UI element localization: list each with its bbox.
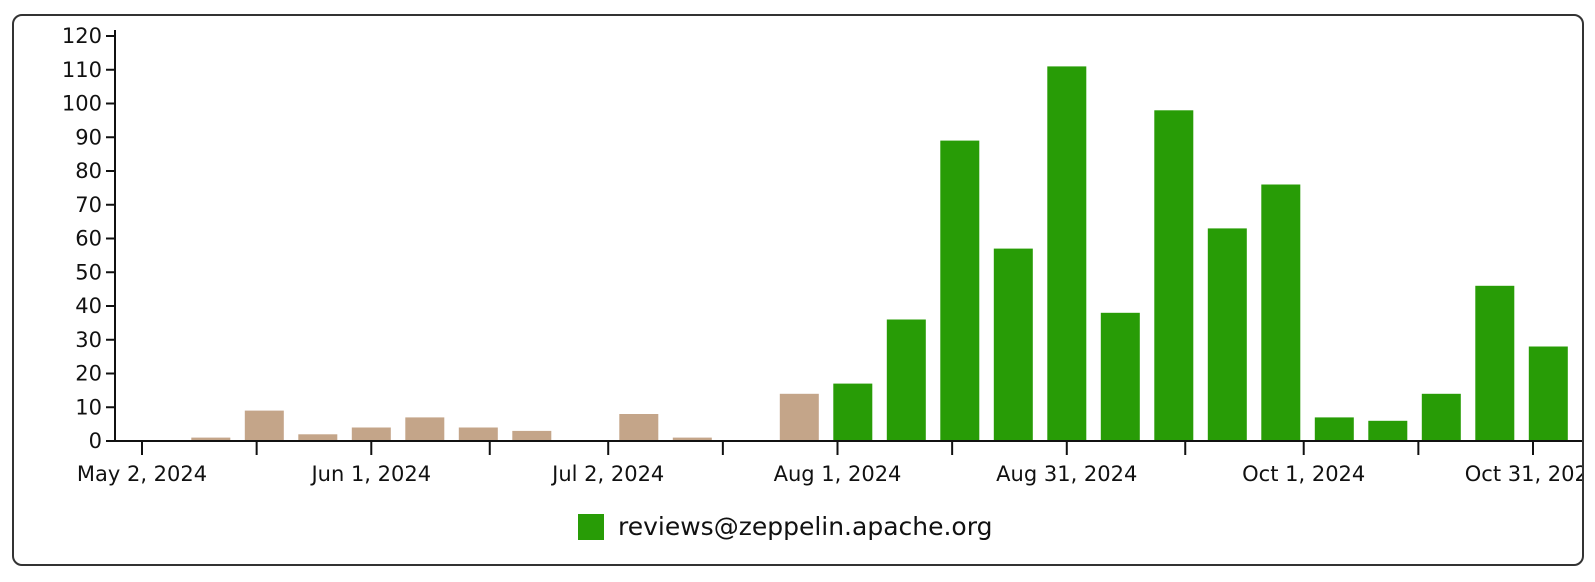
bar — [351, 427, 391, 441]
bar — [1528, 346, 1568, 441]
y-tick-label: 110 — [62, 58, 102, 82]
y-tick-label: 30 — [75, 328, 102, 352]
x-tick-label: Aug 31, 2024 — [996, 462, 1137, 486]
y-tick-label: 10 — [75, 395, 102, 419]
bar — [1261, 184, 1301, 441]
bar — [191, 437, 231, 441]
bar — [779, 393, 819, 442]
bar — [1314, 417, 1354, 441]
bar — [512, 430, 552, 441]
y-tick-label: 90 — [75, 125, 102, 149]
bar — [458, 427, 498, 441]
y-tick-label: 120 — [62, 24, 102, 48]
bar — [619, 414, 659, 441]
x-tick-label: Jun 1, 2024 — [309, 462, 431, 486]
y-tick-label: 0 — [89, 429, 102, 453]
y-tick-label: 70 — [75, 193, 102, 217]
bar — [1421, 393, 1461, 442]
chart-panel: 0 10 20 30 40 50 60 70 80 90 100 110 120 May 2, 2024 J… — [12, 14, 1584, 566]
x-tick-label: Oct 31, 2024 — [1465, 462, 1584, 486]
y-tick-label: 60 — [75, 227, 102, 251]
legend: reviews@zeppelin.apache.org — [578, 512, 992, 541]
bar — [886, 319, 926, 441]
y-tick-label: 80 — [75, 159, 102, 183]
x-tick-label: Jul 2, 2024 — [550, 462, 664, 486]
bar — [405, 417, 445, 441]
bar — [1475, 285, 1515, 442]
x-tick-label: Aug 1, 2024 — [774, 462, 902, 486]
bar-chart: 0 10 20 30 40 50 60 70 80 90 100 110 120 May 2, 2024 J… — [62, 24, 1584, 486]
bar — [1207, 228, 1247, 441]
y-tick-label: 50 — [75, 260, 102, 284]
bar — [833, 383, 873, 441]
x-tick-label: May 2, 2024 — [77, 462, 207, 486]
bar — [940, 140, 980, 441]
y-tick-label: 100 — [62, 92, 102, 116]
bar — [672, 437, 712, 441]
legend-label: reviews@zeppelin.apache.org — [618, 512, 993, 541]
bar — [1047, 66, 1087, 442]
bar — [1154, 110, 1194, 442]
bar — [993, 248, 1033, 441]
legend-swatch — [578, 513, 604, 540]
bar — [1368, 420, 1408, 442]
bar — [298, 434, 338, 442]
bar — [244, 410, 284, 441]
y-tick-label: 40 — [75, 294, 102, 318]
y-tick-label: 20 — [75, 362, 102, 386]
x-tick-label: Oct 1, 2024 — [1242, 462, 1365, 486]
bar — [1100, 312, 1140, 442]
